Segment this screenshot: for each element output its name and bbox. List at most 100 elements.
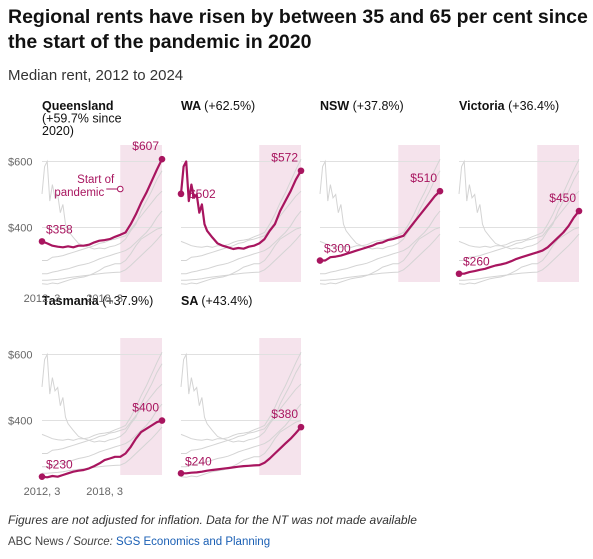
series-end-point bbox=[436, 187, 444, 195]
start-value-label: $358 bbox=[46, 222, 73, 236]
series-start-point bbox=[177, 470, 185, 477]
series-line bbox=[320, 190, 441, 262]
y-tick-label: $400 bbox=[8, 416, 32, 428]
background-series-line bbox=[459, 233, 580, 281]
series-end-point bbox=[297, 167, 305, 175]
background-series-line bbox=[180, 227, 302, 285]
panel-title-name: SA bbox=[181, 294, 201, 308]
background-series-line bbox=[181, 403, 302, 468]
series-end-point bbox=[575, 207, 583, 215]
end-value-label: $450 bbox=[549, 191, 576, 205]
pandemic-band bbox=[120, 145, 162, 282]
panel-wa: $502 $572 WA (+62.5%) bbox=[177, 99, 305, 285]
background-series-line bbox=[181, 190, 302, 261]
y-tick-label: $600 bbox=[8, 350, 32, 362]
panel-victoria: $260 $450 Victoria (+36.4%) bbox=[455, 99, 583, 285]
panel-title-name: WA bbox=[181, 99, 204, 113]
series-end-point bbox=[158, 417, 166, 424]
panel-title: (+59.7% since bbox=[42, 112, 122, 126]
series-line bbox=[181, 426, 302, 475]
series-line bbox=[41, 158, 163, 249]
panel-title-name: Victoria bbox=[459, 99, 508, 113]
series-start-point bbox=[38, 238, 46, 245]
pandemic-band bbox=[259, 338, 301, 475]
background-series-line bbox=[180, 351, 302, 441]
footnote: Figures are not adjusted for inflation. … bbox=[8, 513, 417, 527]
panel-nsw: $300 $510 NSW (+37.8%) bbox=[316, 99, 444, 285]
panel-title-change: (+43.4%) bbox=[201, 294, 252, 308]
panel-title: Queensland bbox=[42, 99, 114, 113]
annotation-label: pandemic bbox=[54, 187, 104, 199]
series-start-point bbox=[38, 473, 46, 480]
background-series-line bbox=[41, 227, 163, 285]
background-series-line bbox=[458, 227, 580, 285]
end-value-label: $400 bbox=[132, 401, 159, 415]
background-series-line bbox=[320, 210, 441, 275]
panel-title-change: (+37.8%) bbox=[353, 99, 404, 113]
pandemic-band bbox=[537, 145, 579, 282]
background-series-line bbox=[181, 233, 302, 281]
end-value-label: $510 bbox=[410, 171, 437, 185]
background-series-line bbox=[42, 233, 163, 281]
credit-separator: / Source: bbox=[63, 536, 117, 548]
panel-title-name: NSW bbox=[320, 99, 353, 113]
x-tick-label: 2012, 3 bbox=[24, 293, 61, 305]
panel-sa: $240 $380 SA (+43.4%) bbox=[177, 294, 305, 478]
panel-title-change: (+36.4%) bbox=[508, 99, 559, 113]
background-series-line bbox=[320, 233, 441, 281]
y-tick-label: $600 bbox=[8, 157, 32, 169]
background-series-line bbox=[459, 190, 580, 261]
end-value-label: $380 bbox=[271, 407, 298, 421]
background-series-line bbox=[42, 190, 163, 261]
credit-outlet: ABC News bbox=[8, 536, 64, 548]
series-end-point bbox=[297, 423, 305, 431]
source-credit: ABC News / Source: SGS Economics and Pla… bbox=[8, 536, 270, 548]
chart-subtitle: Median rent, 2012 to 2024 bbox=[8, 67, 184, 84]
start-value-label: $502 bbox=[189, 187, 216, 201]
background-series-line bbox=[319, 227, 441, 285]
x-tick-label: 2018, 3 bbox=[86, 486, 123, 498]
background-series-line bbox=[42, 403, 163, 468]
panel-title: SA (+43.4%) bbox=[181, 294, 252, 308]
panel-title-change: (+37.9%) bbox=[102, 294, 153, 308]
start-value-label: $230 bbox=[46, 458, 73, 472]
end-value-label: $607 bbox=[132, 139, 159, 153]
start-value-label: $260 bbox=[463, 255, 490, 269]
series-start-point bbox=[316, 257, 324, 264]
series-line bbox=[179, 160, 302, 251]
series-start-point bbox=[177, 190, 185, 198]
series-line bbox=[41, 419, 163, 479]
start-value-label: $300 bbox=[324, 242, 351, 256]
panel-tasmania: $230 $400 Tasmania (+37.9%) bbox=[38, 294, 166, 480]
series-end-point bbox=[158, 155, 166, 163]
background-series-line bbox=[181, 383, 302, 454]
x-tick-label: 2012, 3 bbox=[24, 486, 61, 498]
y-tick-label: $400 bbox=[8, 223, 32, 235]
x-tick-label: 2018, 3 bbox=[86, 293, 123, 305]
series-start-point bbox=[455, 270, 463, 278]
panel-title-name: Tasmania bbox=[42, 294, 102, 308]
background-series-line bbox=[458, 158, 580, 248]
pandemic-band bbox=[398, 145, 440, 282]
background-series-line bbox=[42, 210, 163, 275]
end-value-label: $572 bbox=[271, 151, 298, 165]
panel-title: WA (+62.5%) bbox=[181, 99, 255, 113]
source-link[interactable]: SGS Economics and Planning bbox=[116, 536, 271, 548]
series-line bbox=[459, 210, 580, 275]
annotation-marker bbox=[116, 185, 124, 193]
background-series-line bbox=[181, 210, 302, 275]
panel-title: Victoria (+36.4%) bbox=[459, 99, 559, 113]
annotation-label: Start of bbox=[77, 174, 115, 186]
panel-title: 2020) bbox=[42, 124, 74, 138]
chart-title: Regional rents have risen by between 35 … bbox=[8, 6, 588, 53]
panel-title-change: (+62.5%) bbox=[204, 99, 255, 113]
start-value-label: $240 bbox=[185, 454, 212, 468]
background-series-line bbox=[319, 158, 441, 248]
panel-title: Tasmania (+37.9%) bbox=[42, 294, 153, 308]
background-series-line bbox=[42, 383, 163, 454]
background-series-line bbox=[42, 426, 163, 474]
panel-title: NSW (+37.8%) bbox=[320, 99, 404, 113]
background-series-line bbox=[180, 420, 302, 478]
